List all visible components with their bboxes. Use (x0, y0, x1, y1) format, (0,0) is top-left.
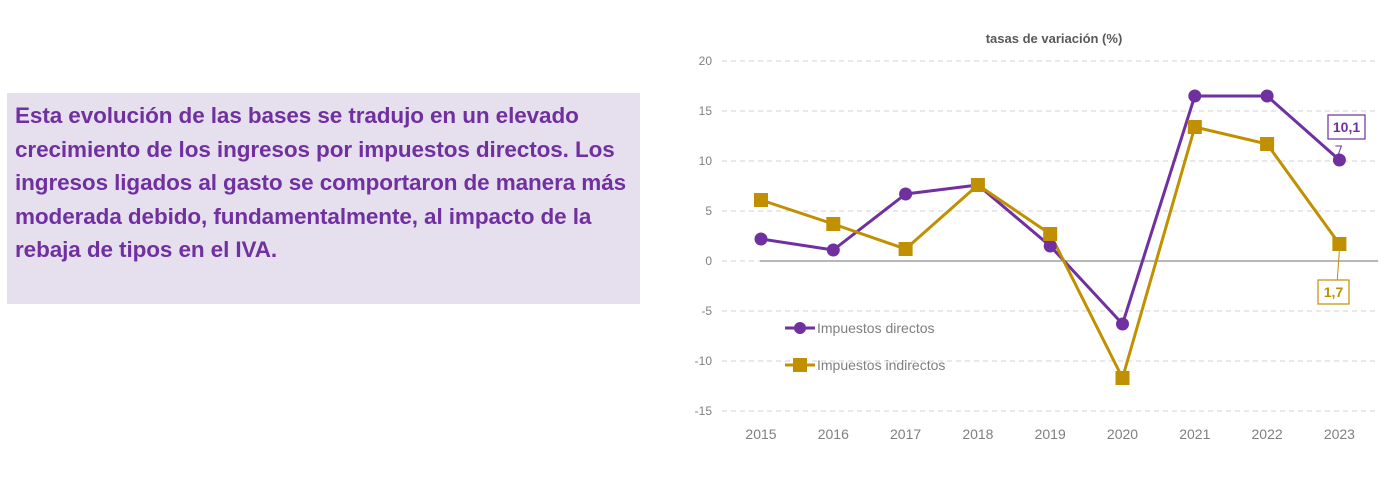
legend-label: Impuestos indirectos (817, 357, 945, 373)
y-tick-label: -5 (701, 304, 712, 318)
annotation-leader-indirectos (1336, 249, 1340, 281)
data-point-directos (1260, 89, 1274, 103)
chart-title: tasas de variación (%) (986, 31, 1123, 46)
y-tick-label: 20 (699, 54, 713, 68)
series-line-directos (760, 94, 1341, 326)
data-point-directos (1188, 89, 1202, 103)
y-tick-label: -10 (695, 354, 713, 368)
data-point-directos (826, 243, 840, 257)
data-point-directos (754, 232, 768, 246)
data-point-directos (1332, 153, 1346, 167)
data-point-indirectos (1115, 371, 1130, 385)
series-group (754, 89, 1347, 385)
x-axis-ticks: 2015 2016 2017 2018 2019 2020 2021 2022 2023 (745, 426, 1355, 442)
y-tick-label: 15 (699, 104, 713, 118)
x-tick-label: 2016 (818, 426, 849, 442)
data-labels: 10,1 1,7 (1317, 114, 1366, 305)
annotation-box-indirectos (1317, 279, 1350, 305)
x-tick-label: 2018 (962, 426, 993, 442)
data-point-indirectos (898, 242, 913, 256)
x-tick-label: 2015 (745, 426, 776, 442)
y-tick-label: -15 (695, 404, 713, 418)
annotation-leader-directos (1335, 145, 1343, 158)
x-tick-label: 2021 (1179, 426, 1210, 442)
x-tick-label: 2020 (1107, 426, 1138, 442)
data-point-indirectos (1332, 237, 1347, 251)
data-point-indirectos (1043, 227, 1058, 241)
x-tick-label: 2022 (1252, 426, 1283, 442)
y-axis-ticks: 20 15 10 5 0 -5 -10 -15 (695, 54, 713, 418)
y-tick-label: 0 (705, 254, 712, 268)
x-tick-label: 2019 (1035, 426, 1066, 442)
y-tick-label: 10 (699, 154, 713, 168)
annotation-box-directos (1327, 114, 1366, 140)
data-point-directos (1116, 317, 1129, 331)
gridlines (722, 60, 1378, 412)
annotation-label-indirectos: 1,7 (1324, 284, 1344, 300)
data-point-directos (899, 187, 913, 201)
legend: Impuestos directos Impuestos indirectos (785, 320, 945, 373)
y-tick-label: 5 (705, 204, 712, 218)
x-tick-label: 2017 (890, 426, 921, 442)
data-point-indirectos (1260, 137, 1275, 151)
legend-square-marker (793, 358, 807, 372)
data-point-directos (1043, 239, 1057, 253)
x-tick-label: 2023 (1324, 426, 1355, 442)
commentary-panel: Esta evolución de las bases se tradujo e… (7, 93, 640, 304)
legend-label: Impuestos directos (817, 320, 935, 336)
annotation-label-directos: 10,1 (1333, 119, 1360, 135)
data-point-indirectos (754, 193, 768, 207)
legend-circle-marker (794, 322, 806, 334)
commentary-text: Esta evolución de las bases se tradujo e… (15, 103, 627, 262)
data-point-indirectos (826, 217, 841, 231)
data-point-indirectos (970, 178, 985, 192)
data-point-indirectos (1187, 120, 1202, 134)
